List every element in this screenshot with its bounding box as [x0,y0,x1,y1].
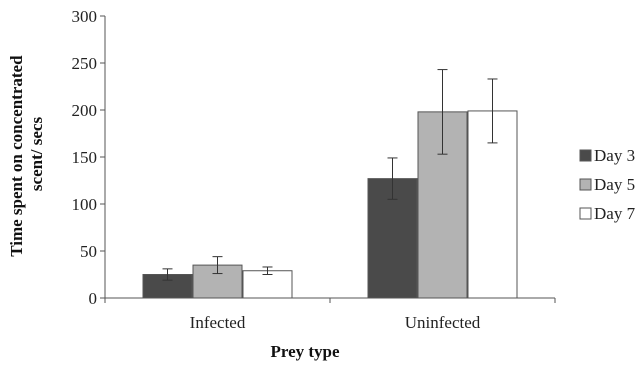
y-tick-label: 250 [72,54,98,73]
legend: Day 3 Day 5 Day 7 [579,146,636,223]
x-tick-label: Infected [190,313,246,332]
x-tick-label: Uninfected [405,313,481,332]
y-axis-title: Time spent on concentrated scent/ secs [7,51,46,257]
legend-item: Day 3 [579,146,635,165]
legend-label: Day 5 [594,175,635,194]
bars [142,110,518,299]
y-tick-label: 150 [72,148,98,167]
y-axis: 0 50 100 150 200 250 300 [72,7,106,308]
y-axis-title-line-2: scent/ secs [27,117,46,192]
legend-item: Day 7 [579,204,636,223]
legend-label: Day 7 [594,204,636,223]
x-axis-title: Prey type [270,342,340,361]
y-tick-label: 200 [72,101,98,120]
y-tick-label: 0 [89,289,98,308]
y-tick-label: 100 [72,195,98,214]
error-bars [162,69,498,281]
y-axis-title-line-1: Time spent on concentrated [7,55,26,257]
legend-swatch [579,178,592,191]
legend-swatch [579,207,592,220]
legend-swatch [579,149,592,162]
y-tick-label: 300 [72,7,98,26]
x-axis: Infected Uninfected [104,297,556,332]
legend-label: Day 3 [594,146,635,165]
legend-item: Day 5 [579,175,635,194]
y-tick-label: 50 [80,242,97,261]
